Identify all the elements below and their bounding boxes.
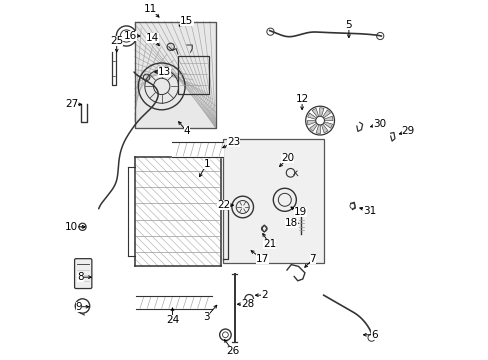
Polygon shape	[324, 116, 332, 121]
Text: 13: 13	[158, 67, 171, 77]
Polygon shape	[323, 122, 332, 128]
Text: 30: 30	[372, 119, 385, 129]
FancyBboxPatch shape	[75, 258, 92, 289]
Text: 26: 26	[226, 346, 239, 356]
Text: 12: 12	[295, 94, 308, 104]
Text: 17: 17	[255, 254, 268, 264]
Text: 5: 5	[345, 20, 351, 30]
Text: 6: 6	[370, 330, 377, 340]
Polygon shape	[306, 121, 315, 125]
Polygon shape	[315, 125, 320, 134]
Text: 18: 18	[284, 218, 297, 228]
Text: 28: 28	[241, 299, 254, 309]
Text: 31: 31	[363, 206, 376, 216]
Text: 22: 22	[217, 200, 230, 210]
Text: 27: 27	[65, 99, 78, 109]
Text: 10: 10	[65, 222, 78, 232]
Polygon shape	[134, 22, 215, 128]
Circle shape	[315, 116, 324, 125]
Text: 24: 24	[165, 315, 179, 325]
Text: 25: 25	[110, 36, 123, 46]
Polygon shape	[307, 113, 316, 120]
Circle shape	[123, 33, 129, 39]
Text: 14: 14	[146, 33, 159, 43]
Polygon shape	[311, 108, 318, 117]
Text: 3: 3	[203, 312, 209, 322]
Text: 8: 8	[77, 272, 84, 282]
Polygon shape	[322, 110, 330, 118]
Text: 21: 21	[263, 239, 276, 249]
Text: 20: 20	[281, 153, 294, 163]
Text: 2: 2	[261, 290, 267, 300]
Text: 9: 9	[76, 302, 82, 312]
Text: 19: 19	[293, 207, 306, 217]
Text: 1: 1	[203, 159, 209, 169]
Text: 29: 29	[401, 126, 414, 136]
Text: 15: 15	[180, 16, 193, 26]
Polygon shape	[321, 124, 327, 133]
Text: 11: 11	[144, 4, 157, 14]
Text: 16: 16	[123, 31, 136, 41]
Polygon shape	[319, 108, 324, 117]
Polygon shape	[309, 123, 317, 131]
Text: 4: 4	[183, 126, 190, 136]
Bar	[178, 56, 208, 94]
Bar	[223, 139, 323, 263]
Text: 7: 7	[309, 254, 316, 264]
Text: 23: 23	[226, 137, 240, 147]
